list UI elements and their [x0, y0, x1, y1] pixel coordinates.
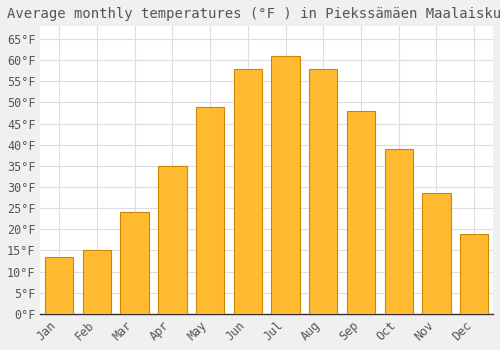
Bar [384, 149, 413, 314]
Bar [309, 69, 338, 314]
Bar [234, 69, 262, 314]
Bar [422, 193, 450, 314]
Bar [460, 233, 488, 314]
Bar [83, 251, 111, 314]
Bar [347, 111, 375, 314]
Bar [196, 107, 224, 314]
Title: Average monthly temperatures (°F ) in Piekssämäen Maalaiskunta: Average monthly temperatures (°F ) in Pi… [7, 7, 500, 21]
Bar [158, 166, 186, 314]
Bar [272, 56, 299, 314]
Bar [45, 257, 74, 314]
Bar [120, 212, 149, 314]
